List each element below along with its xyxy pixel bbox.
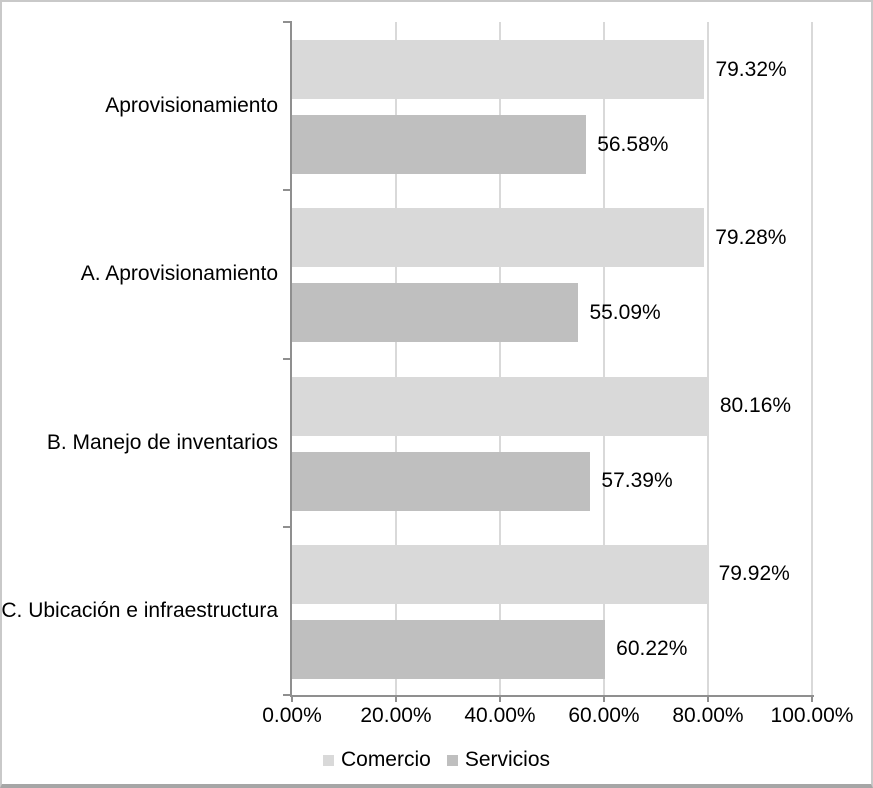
y-axis-tick — [283, 189, 292, 192]
bar-servicios — [292, 115, 587, 174]
legend-label: Comercio — [340, 748, 431, 771]
bar-value-label: 79.28% — [715, 225, 787, 249]
y-axis-tick — [283, 21, 292, 23]
x-axis-tick-label: 60.00% — [568, 704, 640, 727]
bar-value-label: 55.09% — [589, 300, 661, 324]
x-axis-line — [290, 695, 814, 697]
x-axis-tick — [603, 695, 605, 702]
chart-legend: Comercio Servicios — [2, 746, 871, 774]
legend-label: Servicios — [464, 748, 551, 771]
x-axis-tick — [395, 695, 397, 702]
category-label: C. Ubicación e infraestructura — [1, 598, 278, 622]
bar-comercio — [292, 544, 708, 604]
bar-value-label: 57.39% — [601, 469, 673, 492]
x-axis-tick-label: 0.00% — [262, 704, 322, 727]
bar-value-label: 80.16% — [719, 394, 792, 417]
bar-value-label: 79.32% — [715, 57, 787, 81]
gridline — [811, 22, 813, 695]
legend-item-servicios: Servicios — [446, 748, 551, 772]
x-axis-tick — [707, 695, 709, 702]
bar-value-label: 60.22% — [616, 637, 688, 661]
bar-servicios — [292, 451, 591, 511]
category-label: Aprovisionamiento — [105, 94, 278, 118]
bar-comercio — [292, 40, 705, 99]
gridline — [603, 22, 605, 695]
gridline — [395, 22, 397, 695]
y-axis-line — [290, 22, 292, 697]
bar-value-label: 56.58% — [597, 132, 669, 156]
category-label: A. Aprovisionamiento — [80, 262, 278, 286]
x-axis-tick-label: 80.00% — [672, 704, 744, 727]
x-axis-tick-label: 40.00% — [464, 704, 536, 727]
x-axis-tick — [499, 695, 501, 702]
y-axis-tick — [283, 694, 292, 696]
gridline — [499, 22, 501, 695]
x-axis-tick-label: 20.00% — [360, 704, 432, 727]
category-label: B. Manejo de inventarios — [46, 430, 278, 454]
x-axis-tick — [811, 695, 813, 702]
y-axis-tick — [283, 357, 292, 360]
gridline — [707, 22, 709, 695]
bar-value-label: 79.92% — [718, 562, 790, 586]
legend-item-comercio: Comercio — [322, 748, 431, 772]
legend-swatch-icon — [446, 754, 458, 766]
legend-swatch-icon — [322, 754, 334, 766]
x-axis-tick — [291, 695, 293, 702]
bar-comercio — [292, 376, 709, 436]
bar-comercio — [292, 208, 705, 268]
bar-servicios — [292, 619, 606, 679]
y-axis-tick — [283, 525, 292, 528]
x-axis-tick-label: 100.00% — [770, 704, 854, 727]
bar-servicios — [292, 283, 579, 343]
